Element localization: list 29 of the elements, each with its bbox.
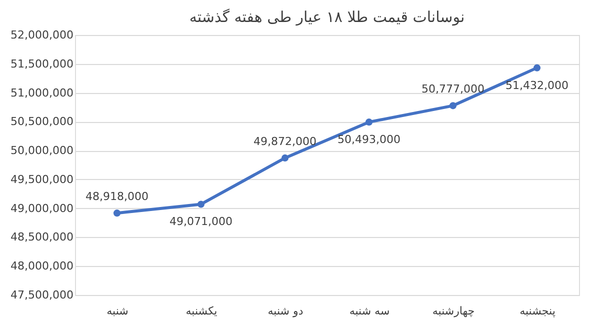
y-tick-label: 49,000,000: [10, 202, 74, 215]
point: [113, 210, 121, 217]
y-tick-label: 50,000,000: [10, 144, 74, 158]
data-label: 49,071,000: [170, 215, 232, 228]
y-tick-label: 50,500,000: [10, 115, 74, 128]
data-label: 48,918,000: [86, 190, 148, 204]
y-tick-label: 52,000,000: [10, 28, 74, 42]
x-tick-label: سه شنبه: [349, 304, 390, 318]
data-label: 50,493,000: [338, 133, 400, 146]
chart-title: نوسانات قیمت طلا ۱۸ عیار طی هفته گذشته: [189, 8, 465, 26]
y-tick-label: 48,500,000: [10, 230, 74, 244]
y-tick-label: 51,500,000: [10, 57, 74, 70]
x-tick-label: شنبه: [106, 304, 128, 318]
x-tick-label: دو شنبه: [268, 304, 304, 318]
point: [533, 64, 541, 72]
data-label: 51,432,000: [506, 78, 568, 92]
x-tick-label: چهارشنبه: [432, 304, 475, 318]
point: [449, 102, 457, 110]
point: [197, 200, 205, 208]
x-tick-label: یکشنبه: [186, 304, 218, 318]
data-label: 49,872,000: [254, 134, 316, 148]
y-tick-label: 49,500,000: [10, 172, 74, 186]
y-tick-label: 48,000,000: [10, 260, 74, 273]
x-tick-label: پنجشنبه: [520, 304, 556, 318]
point: [365, 118, 373, 126]
data-label: 50,777,000: [422, 82, 484, 96]
y-tick-label: 51,000,000: [10, 86, 74, 100]
point: [281, 154, 289, 162]
y-tick-label: 47,500,000: [10, 288, 74, 302]
